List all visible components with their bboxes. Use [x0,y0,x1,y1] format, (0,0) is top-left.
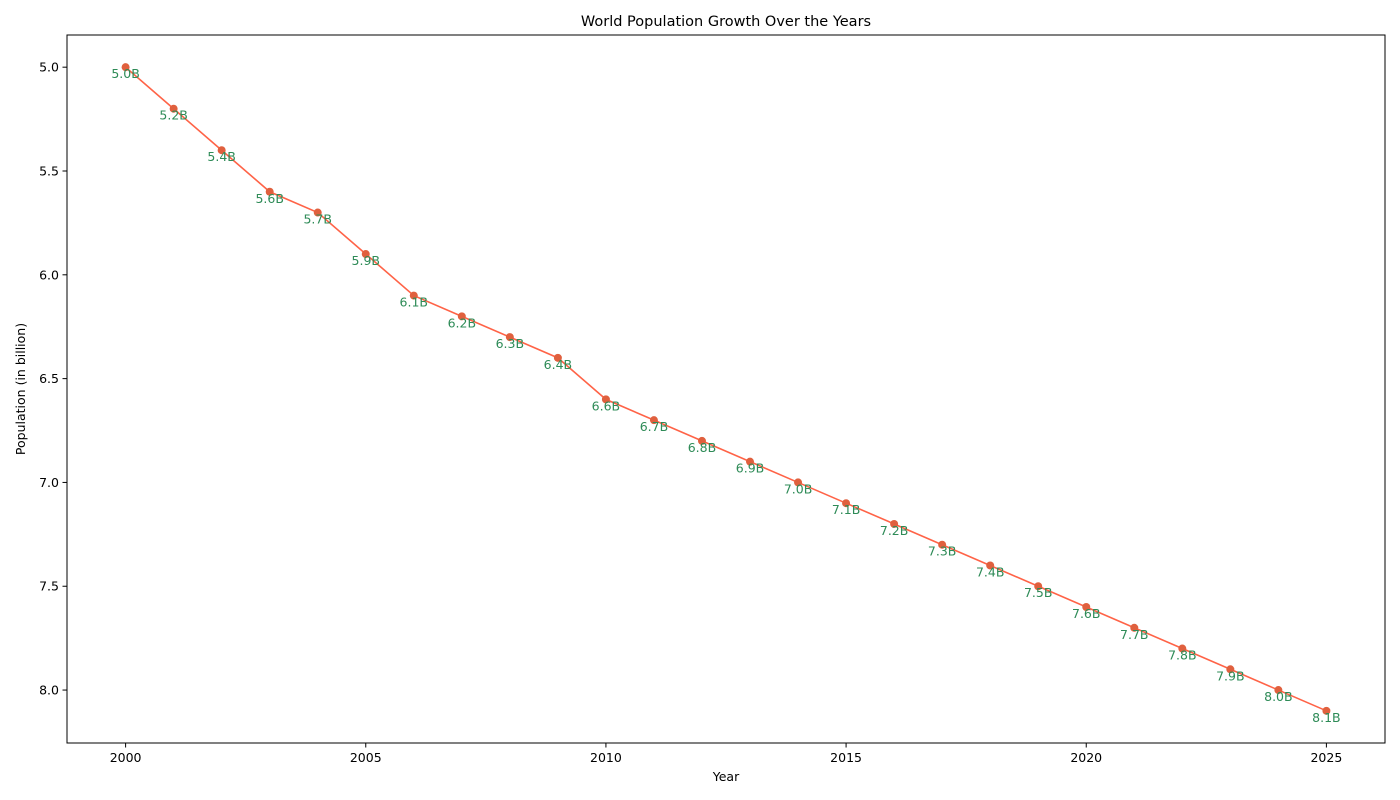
data-point-label: 6.7B [640,419,668,434]
chart-title: World Population Growth Over the Years [581,14,871,30]
data-point-marker [601,395,610,404]
data-point-marker [1226,665,1235,674]
data-point-label: 7.3B [928,544,956,559]
y-axis-label: Population (in billion) [13,323,28,455]
data-point-label: 7.8B [1168,648,1196,663]
data-point-marker [1274,686,1283,695]
data-point-marker [697,436,706,445]
data-point-label: 8.0B [1264,689,1292,704]
data-point-marker [553,353,562,362]
data-point-marker [794,478,803,487]
data-point-marker [649,416,658,425]
data-point-label: 7.2B [880,523,908,538]
data-point-label: 5.2B [159,108,187,123]
data-point-label: 6.8B [688,440,716,455]
data-point-label: 7.5B [1024,585,1052,600]
data-point-label: 6.2B [448,315,476,330]
x-tick-label: 2015 [830,750,862,765]
data-point-marker [842,499,851,508]
x-axis: 2000 2005 2010 2015 2020 2025 [110,743,1342,765]
x-tick-label: 2020 [1070,750,1102,765]
data-point-marker [1034,582,1043,591]
data-point-label: 5.7B [303,212,331,227]
series-line [125,66,1327,712]
x-tick-label: 2025 [1310,750,1342,765]
data-point-label: 7.4B [976,564,1004,579]
data-point-label: 6.9B [736,461,764,476]
data-point-label: 6.4B [544,357,572,372]
y-tick-label: 7.5 [39,579,59,594]
data-point-marker [1178,644,1187,653]
data-point-marker [409,291,418,300]
data-point-marker [121,63,130,72]
y-tick-label: 5.0 [39,60,59,75]
data-point-label: 7.6B [1072,606,1100,621]
data-point-label: 7.1B [832,502,860,517]
data-point-label: 8.1B [1312,710,1340,725]
data-point-label: 5.4B [207,149,235,164]
data-point-marker [361,250,370,259]
data-point-marker [938,540,947,549]
data-point-marker [1322,706,1331,715]
y-tick-label: 6.0 [39,267,59,282]
data-point-label: 5.6B [255,191,283,206]
data-point-label: 7.7B [1120,627,1148,642]
y-tick-label: 5.5 [39,163,59,178]
data-point-label: 6.1B [400,295,428,310]
data-point-marker [169,104,178,113]
data-point-marker [1082,603,1091,612]
data-point-marker [217,146,226,155]
data-point-marker [457,312,466,321]
x-tick-label: 2005 [350,750,382,765]
data-point-label: 6.6B [592,398,620,413]
data-point-label: 5.9B [352,253,380,268]
series-markers-group [121,63,1331,715]
data-point-marker [505,333,514,342]
data-labels-group: 5.0B 5.2B 5.4B 5.6B 5.7B 5.9B 6.1B 6.2B 6.3B 6.4B… [111,66,1340,725]
data-point-marker [265,187,274,196]
data-point-label: 7.0B [784,481,812,496]
plot-area-frame [66,34,1386,744]
data-point-marker [746,457,755,466]
x-tick-label: 2000 [110,750,142,765]
data-point-marker [986,561,995,570]
data-point-label: 5.0B [111,66,139,81]
data-point-label: 7.9B [1216,668,1244,683]
y-axis: 5.0 5.5 6.0 6.5 7.0 7.5 8.0 [39,60,67,698]
x-axis-label: Year [712,769,740,784]
data-point-label: 6.3B [496,336,524,351]
y-tick-label: 7.0 [39,475,59,490]
data-point-marker [890,519,899,528]
y-tick-label: 6.5 [39,371,59,386]
data-point-marker [313,208,322,217]
y-tick-label: 8.0 [39,683,59,698]
data-point-marker [1130,623,1139,632]
series-line-group [125,66,1327,712]
x-tick-label: 2010 [590,750,622,765]
